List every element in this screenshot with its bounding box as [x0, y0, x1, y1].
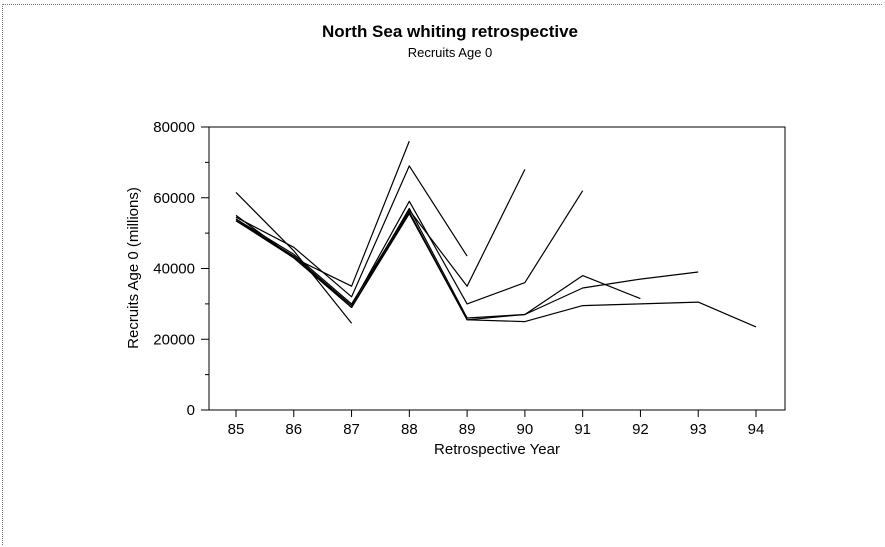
- x-tick-label: 86: [285, 421, 302, 438]
- y-axis: 0 20000 40000 60000 80000: [153, 119, 209, 419]
- series-line-6: [235, 207, 641, 319]
- y-tick-label: 80000: [153, 119, 195, 136]
- plot-area: [208, 126, 786, 411]
- y-tick-label: 40000: [153, 261, 195, 278]
- x-tick-label: 91: [574, 421, 591, 438]
- y-tick-label: 0: [187, 402, 195, 419]
- series-line-1: [235, 191, 353, 324]
- y-tick-label: 60000: [153, 190, 195, 207]
- x-tick-label: 89: [459, 421, 476, 438]
- x-tick-label: 93: [690, 421, 707, 438]
- x-tick-label: 94: [748, 421, 765, 438]
- chart-frame: [2, 4, 882, 545]
- chart-subtitle: Recruits Age 0: [408, 45, 493, 60]
- y-tick-label: 20000: [153, 331, 195, 348]
- x-tick-label: 87: [343, 421, 360, 438]
- x-axis-title: Retrospective Year: [434, 441, 560, 458]
- y-axis-title: Recruits Age 0 (millions): [125, 187, 142, 349]
- x-tick-label: 85: [228, 421, 245, 438]
- series-line-2: [235, 140, 410, 287]
- series-line-3: [235, 165, 468, 298]
- series-line-8: [235, 213, 757, 328]
- x-tick-label: 92: [632, 421, 649, 438]
- x-tick-label: 88: [401, 421, 418, 438]
- x-axis: 85 86 87 88 89 90 91 92 93 94: [228, 410, 765, 438]
- series-layer: [235, 140, 757, 328]
- x-tick-label: 90: [517, 421, 534, 438]
- chart-title: North Sea whiting retrospective: [322, 22, 578, 41]
